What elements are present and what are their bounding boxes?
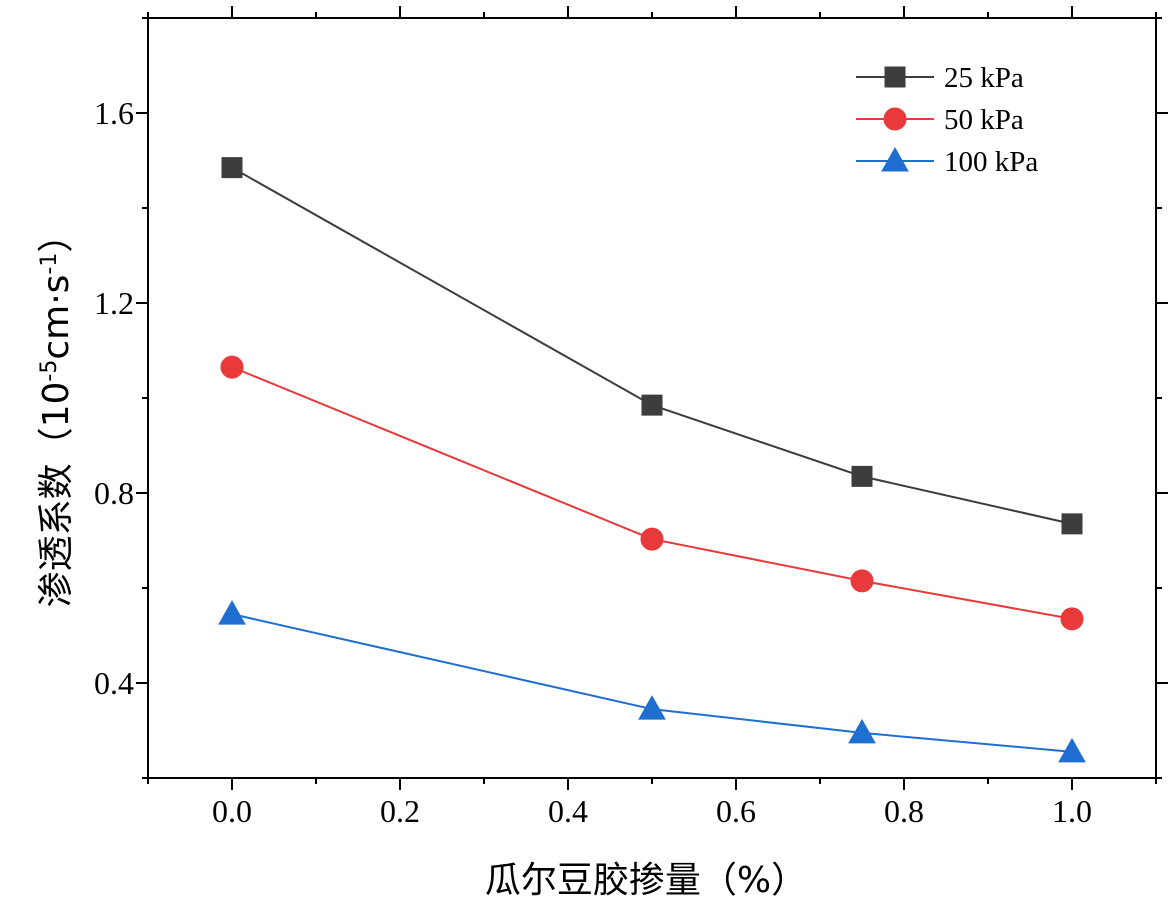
- legend-label: 25 kPa: [944, 62, 1024, 94]
- series-line: [231, 166, 1073, 525]
- series-100-kpa: [218, 600, 1086, 763]
- legend-label: 50 kPa: [944, 104, 1024, 136]
- legend: 25 kPa 50 kPa 100 kPa: [856, 62, 1038, 178]
- x-tick-label: 0.2: [380, 793, 420, 829]
- data-point: [218, 600, 246, 625]
- legend-marker: [881, 146, 909, 172]
- legend-item: 50 kPa: [856, 104, 1024, 136]
- x-axis-title: 瓜尔豆胶掺量（%）: [485, 860, 807, 901]
- y-axis-title-unit: cm·s: [36, 275, 77, 360]
- data-point: [850, 569, 874, 593]
- y-axis-title-prefix: 渗透系数（10: [36, 382, 77, 608]
- y-axis-title-exponent-2: -1: [37, 253, 62, 275]
- series-25-kpa: [221, 157, 1083, 535]
- y-axis-title: 渗透系数（10-5cm·s-1）: [36, 217, 77, 608]
- data-point: [221, 157, 243, 179]
- y-tick-label: 1.6: [94, 95, 134, 131]
- data-point: [220, 355, 244, 379]
- data-point: [1061, 513, 1083, 535]
- x-tick-label: 0.8: [884, 793, 924, 829]
- axis-labels: 瓜尔豆胶掺量（%） 渗透系数（10-5cm·s-1）: [36, 217, 807, 901]
- x-tick-label: 0.4: [548, 793, 588, 829]
- data-point: [1060, 607, 1084, 631]
- y-tick-label: 0.4: [94, 665, 134, 701]
- x-tick-label: 1.0: [1052, 793, 1092, 829]
- series-line: [231, 366, 1073, 620]
- data-point: [638, 695, 666, 720]
- legend-marker: [884, 66, 906, 88]
- data-point: [851, 465, 873, 487]
- series-layer: [218, 157, 1086, 763]
- axis-ticks: 0.0 0.2 0.4 0.6 0.8 1.0 0.4 0.8 1.2 1.6: [94, 6, 1168, 829]
- legend-item: 25 kPa: [856, 62, 1024, 94]
- legend-item: 100 kPa: [856, 146, 1038, 178]
- y-tick-label: 1.2: [94, 285, 134, 321]
- legend-marker: [883, 107, 907, 131]
- legend-label: 100 kPa: [944, 146, 1038, 178]
- y-axis-title-suffix: ）: [36, 217, 77, 253]
- data-point: [641, 394, 663, 416]
- x-tick-label: 0.6: [716, 793, 756, 829]
- y-axis-title-exponent-1: -5: [37, 360, 62, 382]
- y-tick-label: 0.8: [94, 475, 134, 511]
- x-tick-label: 0.0: [212, 793, 252, 829]
- series-line: [231, 613, 1073, 753]
- data-point: [848, 718, 876, 744]
- data-point: [640, 527, 664, 551]
- data-point: [1058, 737, 1086, 763]
- series-50-kpa: [220, 355, 1084, 631]
